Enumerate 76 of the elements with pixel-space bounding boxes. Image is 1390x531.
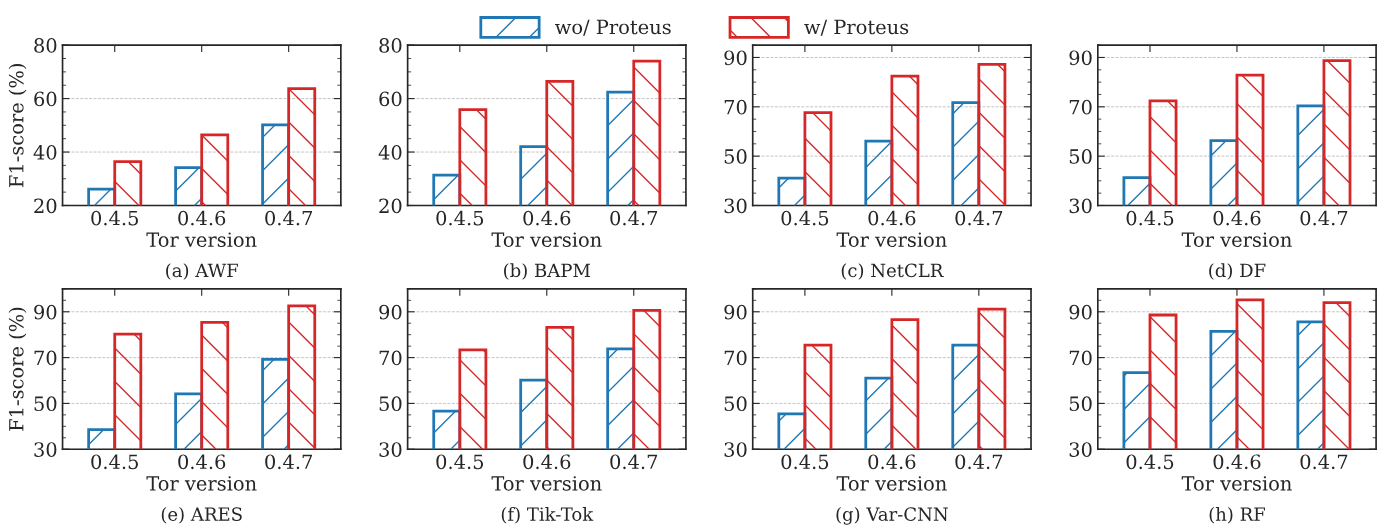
y-tick-label: 50 <box>1069 396 1092 412</box>
text: (d) DF <box>1209 263 1266 280</box>
x-axis-title: Tor version <box>836 232 947 247</box>
legend-label: wo/ Proteus <box>555 19 671 36</box>
x-tick-label: 0.4.5 <box>781 454 829 470</box>
y-tick-label: 70 <box>724 99 747 115</box>
y-tick-label: 90 <box>724 304 747 320</box>
y-tick-label: 30 <box>724 198 747 214</box>
text: (c) NetCLR <box>841 263 944 280</box>
y-tick-label: 30 <box>1069 442 1092 457</box>
y-tick-label: 50 <box>1069 149 1092 164</box>
y-tick-label: 90 <box>34 304 57 320</box>
x-axis-title: Tor version <box>491 232 602 247</box>
y-tick-label: 30 <box>1069 198 1092 214</box>
x-axis-title: Tor version <box>146 232 257 247</box>
y-tick-label: 50 <box>724 396 747 412</box>
y-tick-label: 90 <box>1069 50 1092 66</box>
x-axis-title: Tor version <box>1181 232 1292 247</box>
text: (h) RF <box>1209 506 1265 524</box>
x-tick-label: 0.4.5 <box>91 454 138 470</box>
x-tick-label: 0.4.7 <box>1300 210 1348 226</box>
y-tick-label: 20 <box>379 198 402 214</box>
y-tick-label: 70 <box>379 350 402 366</box>
text: (g) Var-CNN <box>836 506 948 525</box>
x-tick-label: 0.4.6 <box>523 454 571 470</box>
x-tick-label: 0.4.5 <box>91 210 138 226</box>
x-tick-label: 0.4.5 <box>1126 210 1174 226</box>
y-tick-label: 70 <box>1069 99 1092 115</box>
x-tick-label: 0.4.6 <box>1213 210 1261 226</box>
x-tick-label: 0.4.7 <box>955 454 1003 470</box>
y-tick-label: 30 <box>379 442 402 457</box>
y-tick-label: 70 <box>1069 350 1092 366</box>
x-tick-label: 0.4.6 <box>178 210 226 226</box>
text: (f) Tik-Tok <box>501 506 594 524</box>
text: (b) BAPM <box>504 263 591 280</box>
y-tick-label: 70 <box>34 350 57 366</box>
x-tick-label: 0.4.7 <box>1300 454 1348 470</box>
x-tick-label: 0.4.5 <box>1126 454 1174 470</box>
x-tick-label: 0.4.7 <box>610 210 658 226</box>
x-tick-label: 0.4.7 <box>955 210 1003 226</box>
y-tick-label: 30 <box>724 442 747 457</box>
x-tick-label: 0.4.7 <box>265 210 312 226</box>
y-axis-title: F1-score (%) <box>8 307 27 431</box>
x-axis-title: Tor version <box>491 476 602 491</box>
text: (e) ARES <box>161 506 242 524</box>
legend-label: w/ Proteus <box>804 19 909 36</box>
x-tick-label: 0.4.5 <box>436 454 484 470</box>
y-tick-label: 60 <box>379 91 402 107</box>
y-tick-label: 80 <box>34 38 57 53</box>
y-tick-label: 90 <box>724 50 747 66</box>
y-tick-label: 70 <box>724 350 747 366</box>
x-tick-label: 0.4.7 <box>610 454 658 470</box>
y-tick-label: 80 <box>379 38 402 53</box>
y-tick-label: 40 <box>378 144 402 160</box>
x-tick-label: 0.4.5 <box>781 210 829 226</box>
y-axis-title: F1-score (%) <box>8 64 27 188</box>
x-axis-title: Tor version <box>836 476 947 491</box>
y-tick-label: 50 <box>34 396 57 412</box>
x-axis-title: Tor version <box>1181 476 1292 491</box>
x-tick-label: 0.4.7 <box>265 454 312 470</box>
x-tick-label: 0.4.6 <box>178 454 226 470</box>
x-tick-label: 0.4.6 <box>1213 454 1261 470</box>
y-tick-label: 50 <box>724 149 747 164</box>
y-tick-label: 40 <box>33 144 57 160</box>
y-tick-label: 20 <box>34 198 57 214</box>
x-axis-title: Tor version <box>146 476 257 491</box>
y-tick-label: 90 <box>379 304 402 320</box>
text: (a) AWF <box>166 263 238 280</box>
x-tick-label: 0.4.5 <box>436 210 484 226</box>
y-tick-label: 50 <box>379 396 402 412</box>
y-tick-label: 30 <box>34 442 57 457</box>
x-tick-label: 0.4.6 <box>868 210 916 226</box>
y-tick-label: 90 <box>1069 304 1092 320</box>
y-tick-label: 60 <box>34 91 57 107</box>
x-tick-label: 0.4.6 <box>868 454 916 470</box>
x-tick-label: 0.4.6 <box>523 210 571 226</box>
